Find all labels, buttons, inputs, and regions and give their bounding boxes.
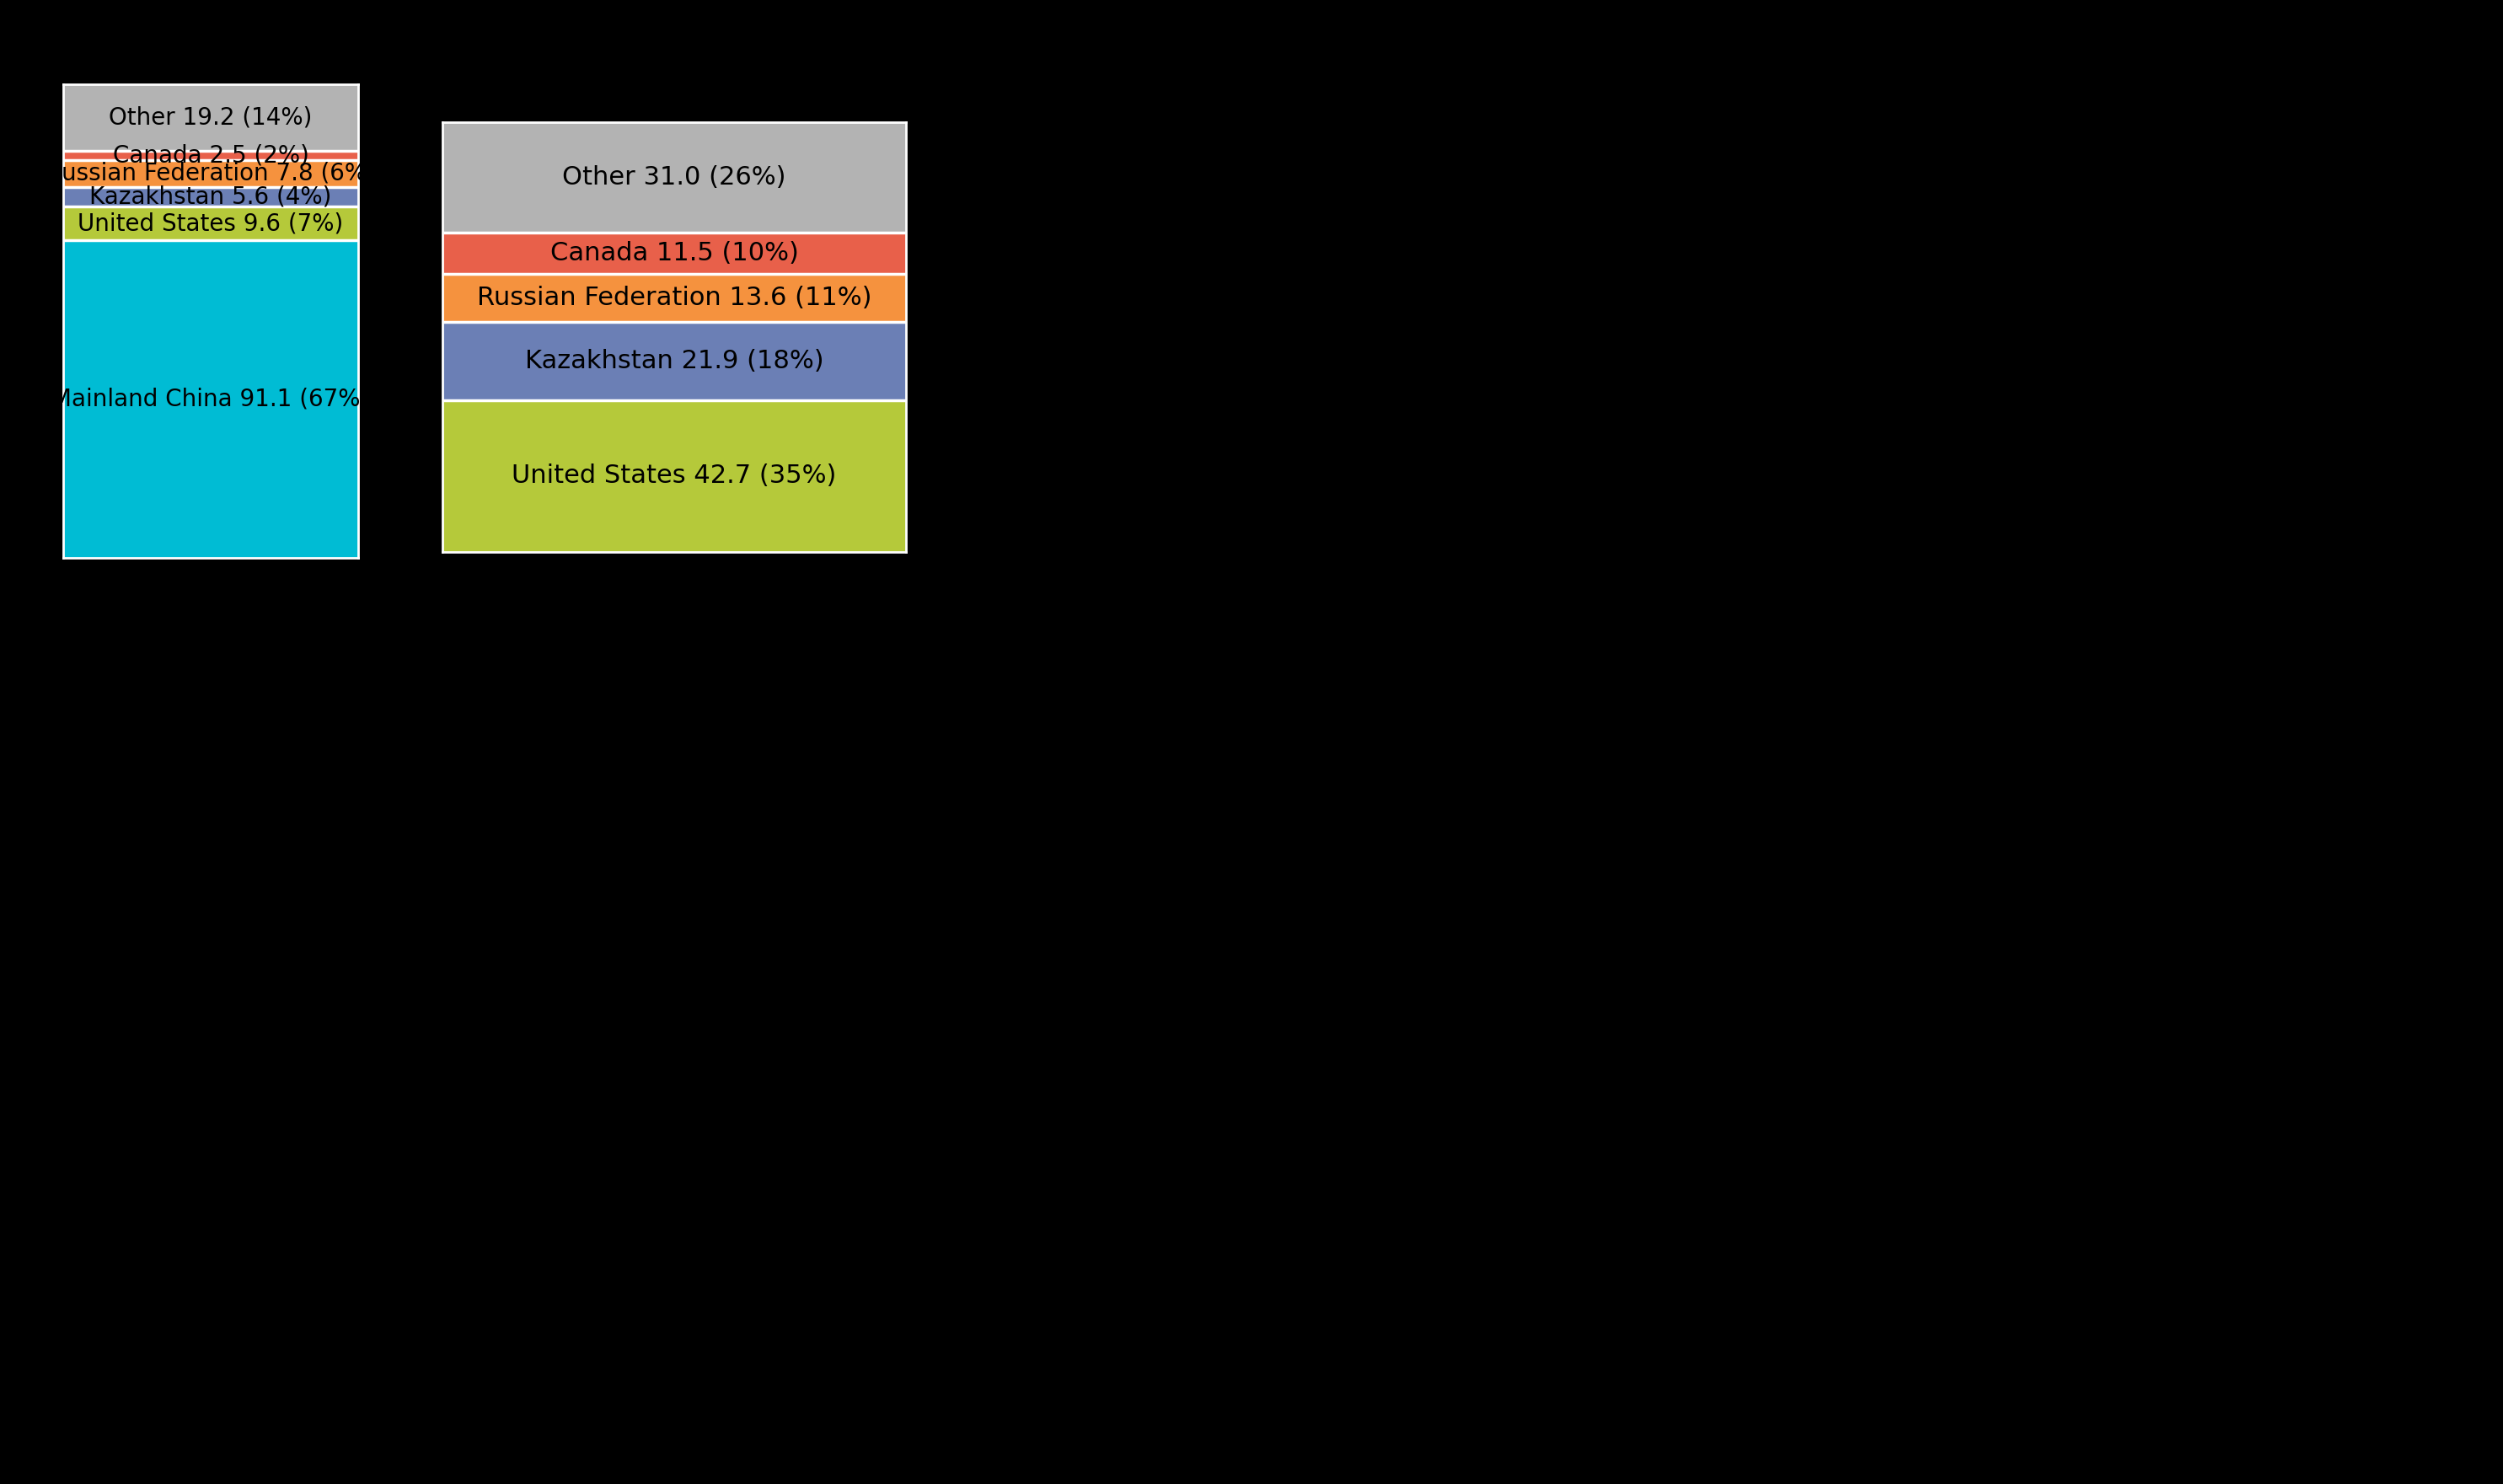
Text: Kazakhstan 5.6 (4%): Kazakhstan 5.6 (4%) <box>90 186 333 209</box>
Bar <box>443 322 906 399</box>
Text: Canada 2.5 (2%): Canada 2.5 (2%) <box>113 144 308 168</box>
Text: United States 9.6 (7%): United States 9.6 (7%) <box>78 212 343 236</box>
Bar <box>443 273 906 322</box>
Text: Other 31.0 (26%): Other 31.0 (26%) <box>563 165 786 190</box>
Bar <box>63 160 358 187</box>
Bar <box>63 187 358 206</box>
Text: United States 42.7 (35%): United States 42.7 (35%) <box>511 463 836 488</box>
Bar <box>443 233 906 273</box>
Text: Russian Federation 7.8 (6%): Russian Federation 7.8 (6%) <box>45 162 375 186</box>
Bar <box>63 151 358 160</box>
Bar <box>63 85 358 151</box>
Bar <box>443 399 906 552</box>
Bar <box>63 206 358 240</box>
Bar <box>63 240 358 558</box>
Text: Mainland China 91.1 (67%): Mainland China 91.1 (67%) <box>53 387 370 411</box>
Text: Canada 11.5 (10%): Canada 11.5 (10%) <box>551 240 798 266</box>
Text: Russian Federation 13.6 (11%): Russian Federation 13.6 (11%) <box>476 285 871 310</box>
Bar <box>443 122 906 233</box>
Text: Other 19.2 (14%): Other 19.2 (14%) <box>110 105 313 129</box>
Text: Kazakhstan 21.9 (18%): Kazakhstan 21.9 (18%) <box>526 349 823 372</box>
